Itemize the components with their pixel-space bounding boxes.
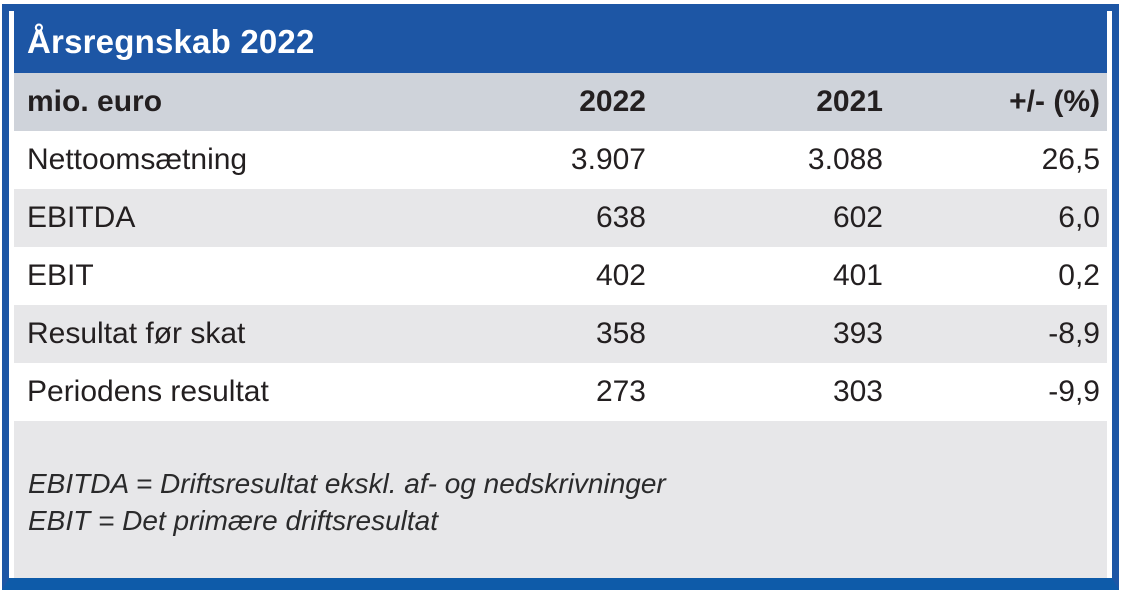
row-value-change: 26,5 [1041, 143, 1100, 176]
row-value-change: 0,2 [1058, 259, 1100, 292]
table-frame: Årsregnskab 2022 mio. euro 2022 2021 +/-… [2, 4, 1119, 590]
row-value-change: -9,9 [1048, 375, 1100, 408]
table-row: Resultat før skat 358 393 -8,9 [14, 305, 1107, 363]
row-value-2021: 401 [832, 259, 883, 292]
row-value-2022: 358 [595, 317, 646, 350]
table-content: Årsregnskab 2022 mio. euro 2022 2021 +/-… [9, 11, 1112, 578]
footnote-ebit: EBIT = Det primære driftsresultat [28, 505, 439, 536]
row-value-2021: 3.088 [807, 143, 883, 176]
row-value-2022: 273 [595, 375, 646, 408]
column-header-2021: 2021 [816, 85, 883, 118]
row-value-change: 6,0 [1058, 201, 1100, 234]
table-title-bar: Årsregnskab 2022 [14, 11, 1107, 73]
footnote-ebitda: EBITDA = Driftsresultat ekskl. af- og ne… [28, 468, 666, 499]
table-row: EBIT 402 401 0,2 [14, 247, 1107, 305]
table-row: Nettoomsætning 3.907 3.088 26,5 [14, 131, 1107, 189]
row-value-2022: 3.907 [570, 143, 646, 176]
row-label: EBITDA [27, 201, 136, 234]
row-value-2021: 393 [832, 317, 883, 350]
table-header-row: mio. euro 2022 2021 +/- (%) [14, 73, 1107, 131]
row-value-2021: 303 [832, 375, 883, 408]
row-label: Nettoomsætning [27, 143, 248, 176]
row-value-change: -8,9 [1048, 317, 1100, 350]
table-title: Årsregnskab 2022 [27, 23, 315, 60]
row-label: Periodens resultat [27, 375, 269, 408]
footnote-area: EBITDA = Driftsresultat ekskl. af- og ne… [14, 421, 1107, 578]
row-value-2022: 402 [595, 259, 646, 292]
column-header-unit: mio. euro [27, 85, 163, 118]
row-value-2021: 602 [832, 201, 883, 234]
row-label: EBIT [27, 259, 94, 292]
column-header-change: +/- (%) [1009, 85, 1100, 118]
row-label: Resultat før skat [27, 317, 246, 350]
table-row: Periodens resultat 273 303 -9,9 [14, 363, 1107, 421]
row-value-2022: 638 [595, 201, 646, 234]
table-row: EBITDA 638 602 6,0 [14, 189, 1107, 247]
column-header-2022: 2022 [579, 85, 646, 118]
